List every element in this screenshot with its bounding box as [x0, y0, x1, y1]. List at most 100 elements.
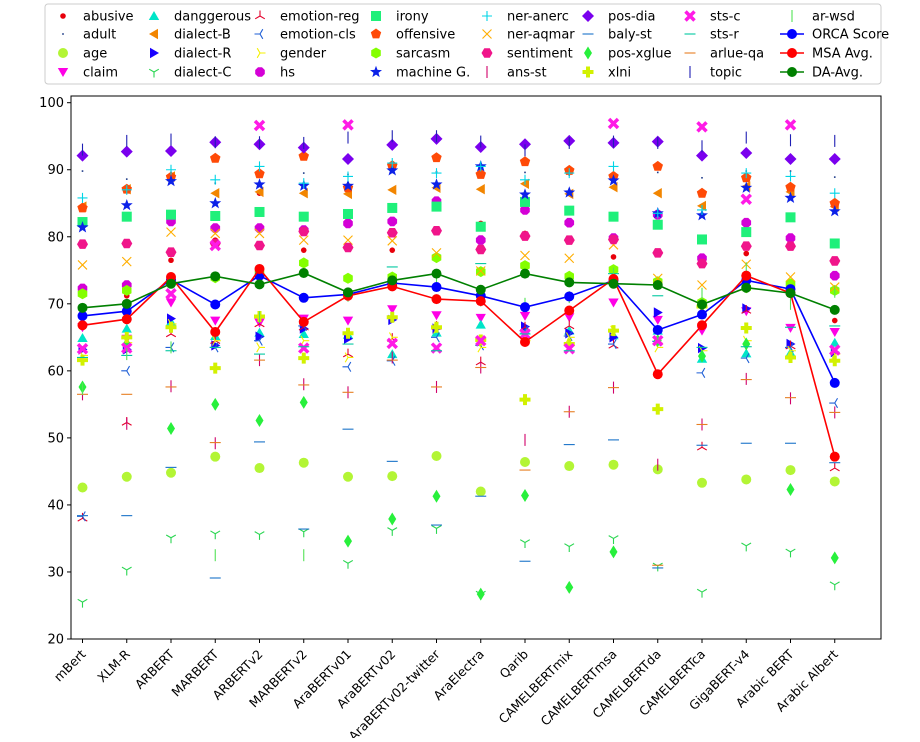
data-point	[342, 361, 352, 372]
series-ans-st	[81, 351, 836, 471]
data-point	[210, 174, 221, 185]
data-point	[431, 201, 442, 212]
series-adult	[81, 170, 836, 184]
data-point	[785, 288, 796, 299]
legend-marker	[482, 29, 492, 39]
legend-label: claim	[83, 66, 118, 81]
data-point	[77, 260, 88, 270]
legend-label: dialect-R	[174, 47, 231, 62]
series-sentiment	[77, 226, 841, 269]
series-dialect-b	[77, 171, 839, 212]
series-line	[82, 267, 836, 457]
data-point	[298, 150, 309, 161]
data-point	[608, 535, 619, 544]
data-point	[342, 153, 354, 166]
legend-item: MSA Avg.	[780, 47, 873, 62]
data-point	[210, 271, 221, 282]
legend-marker	[254, 10, 266, 20]
data-point	[740, 241, 752, 251]
data-point	[165, 247, 177, 257]
y-tick-label: 50	[47, 431, 64, 446]
data-point	[741, 270, 752, 281]
legend-marker	[482, 11, 492, 21]
data-point	[298, 235, 309, 246]
legend-item: topic	[689, 66, 742, 81]
data-point	[829, 377, 840, 388]
data-point	[652, 315, 663, 325]
data-point	[652, 334, 664, 347]
data-point	[254, 240, 265, 251]
legend-marker	[148, 68, 160, 78]
data-point	[830, 551, 839, 565]
data-point	[431, 332, 440, 343]
series-line	[82, 272, 836, 311]
data-point	[253, 178, 266, 190]
data-point	[741, 474, 752, 485]
data-point	[785, 233, 796, 243]
data-point	[564, 320, 575, 330]
data-point	[298, 528, 309, 538]
data-point	[431, 247, 442, 258]
data-point	[786, 483, 795, 497]
data-point	[563, 338, 575, 350]
data-point	[829, 328, 840, 337]
data-point	[298, 342, 310, 354]
data-point	[829, 397, 839, 409]
data-point	[698, 349, 706, 363]
data-point	[253, 119, 266, 132]
data-point	[211, 335, 221, 346]
data-point	[741, 168, 752, 179]
data-point	[831, 317, 838, 324]
data-point	[785, 212, 796, 223]
data-point	[166, 209, 176, 220]
data-point	[564, 205, 575, 216]
data-point	[652, 324, 663, 335]
x-tick-label: CAMELBERTmsa	[537, 647, 619, 729]
data-point	[520, 268, 530, 279]
y-tick-label: 80	[47, 230, 64, 245]
legend-item: ORCA Score	[780, 28, 889, 43]
legend-label: dialect-C	[174, 66, 231, 81]
y-tick-label: 60	[47, 364, 64, 379]
legend-label: danggerous	[174, 10, 251, 25]
data-point	[387, 235, 398, 246]
data-point	[431, 311, 442, 321]
legend-marker	[148, 11, 160, 20]
data-point	[121, 211, 132, 222]
data-point	[256, 342, 265, 353]
legend-marker	[787, 48, 797, 58]
data-point	[254, 168, 265, 179]
data-point	[519, 539, 531, 548]
data-point	[520, 174, 530, 185]
series-abusive	[79, 190, 838, 324]
legend-label: baly-st	[608, 28, 652, 43]
data-point	[475, 168, 486, 179]
legend-marker	[582, 66, 594, 78]
y-tick-label: 40	[47, 498, 64, 513]
data-point	[431, 152, 442, 163]
data-point	[298, 457, 309, 468]
data-point	[125, 178, 128, 180]
data-point	[789, 170, 792, 172]
data-point	[76, 221, 89, 233]
data-point	[254, 263, 265, 274]
data-point	[165, 298, 177, 308]
legend-marker	[256, 47, 266, 59]
legend-label: age	[83, 47, 107, 62]
data-point	[696, 588, 708, 598]
data-point	[833, 176, 836, 178]
legend-label: irony	[396, 10, 429, 25]
data-point	[652, 369, 663, 380]
data-point	[121, 298, 132, 309]
legend-marker	[255, 67, 265, 77]
data-point	[652, 562, 663, 572]
data-point	[475, 284, 486, 295]
legend-marker	[370, 28, 382, 39]
data-point	[785, 465, 796, 476]
data-point	[564, 543, 575, 552]
data-point	[696, 121, 708, 133]
data-point	[254, 279, 265, 290]
data-point	[210, 316, 221, 326]
data-point	[524, 171, 526, 174]
